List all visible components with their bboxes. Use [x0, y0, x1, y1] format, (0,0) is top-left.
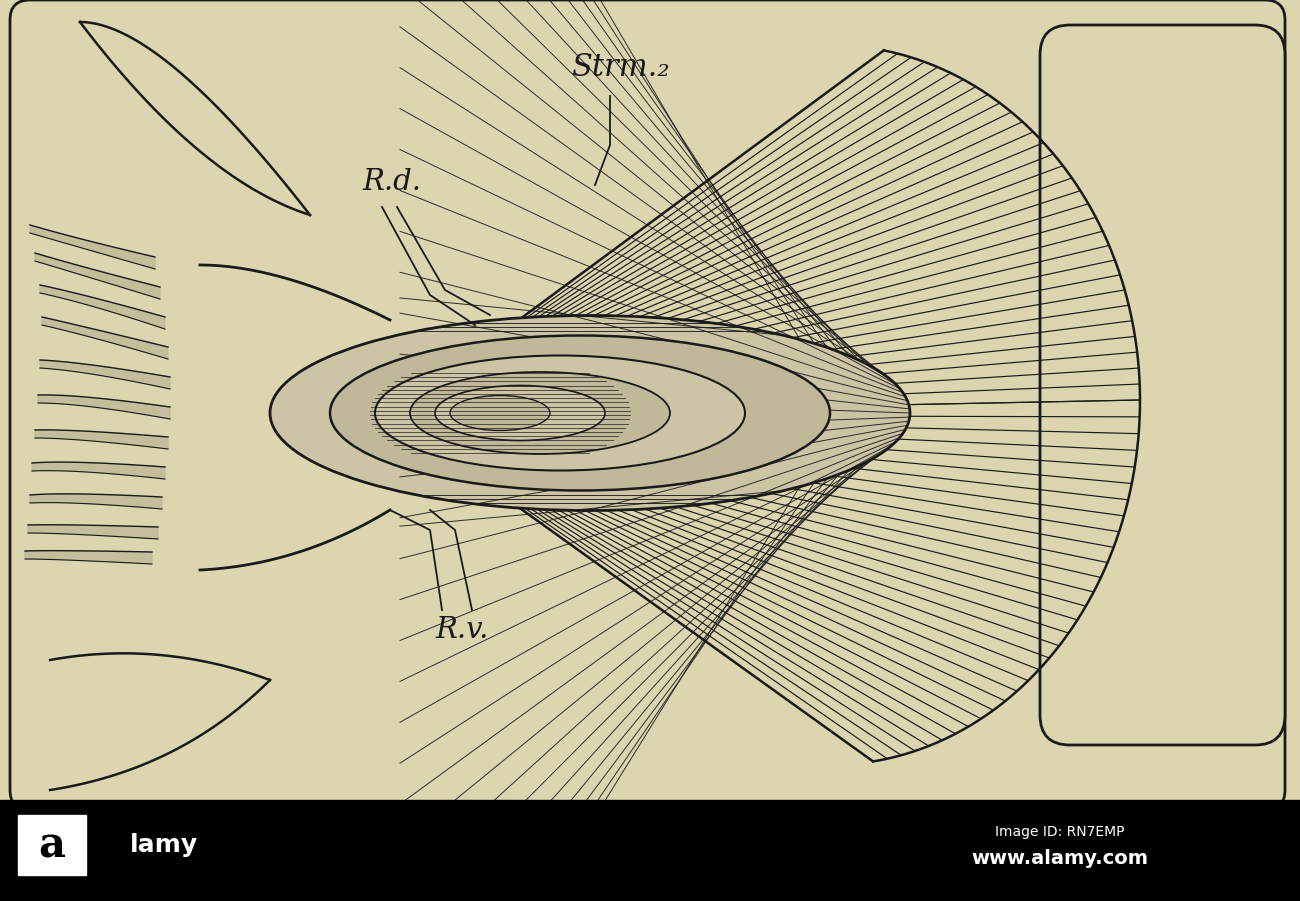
Ellipse shape — [450, 396, 550, 431]
Polygon shape — [35, 253, 160, 299]
Polygon shape — [49, 653, 270, 790]
Text: lamy: lamy — [130, 833, 198, 857]
Polygon shape — [30, 225, 155, 269]
Ellipse shape — [410, 372, 670, 454]
Text: R.d.: R.d. — [363, 168, 421, 196]
Polygon shape — [25, 551, 152, 564]
Polygon shape — [81, 22, 309, 215]
Bar — [18, 815, 86, 875]
Text: R.v.: R.v. — [436, 616, 489, 644]
Ellipse shape — [374, 356, 745, 470]
Text: www.alamy.com: www.alamy.com — [971, 849, 1148, 868]
Polygon shape — [40, 360, 170, 389]
Text: a: a — [39, 824, 65, 866]
Polygon shape — [29, 524, 159, 539]
Ellipse shape — [270, 315, 910, 511]
FancyBboxPatch shape — [10, 0, 1284, 810]
Polygon shape — [32, 462, 165, 479]
Bar — [0, 800, 1300, 901]
Polygon shape — [42, 317, 168, 359]
Text: Strm.₂: Strm.₂ — [571, 52, 670, 84]
Ellipse shape — [436, 386, 604, 441]
Polygon shape — [40, 285, 165, 329]
Ellipse shape — [330, 335, 829, 490]
Text: Image ID: RN7EMP: Image ID: RN7EMP — [996, 825, 1124, 839]
Polygon shape — [38, 395, 170, 419]
FancyBboxPatch shape — [1040, 25, 1284, 745]
Polygon shape — [35, 430, 168, 449]
Polygon shape — [30, 494, 163, 509]
